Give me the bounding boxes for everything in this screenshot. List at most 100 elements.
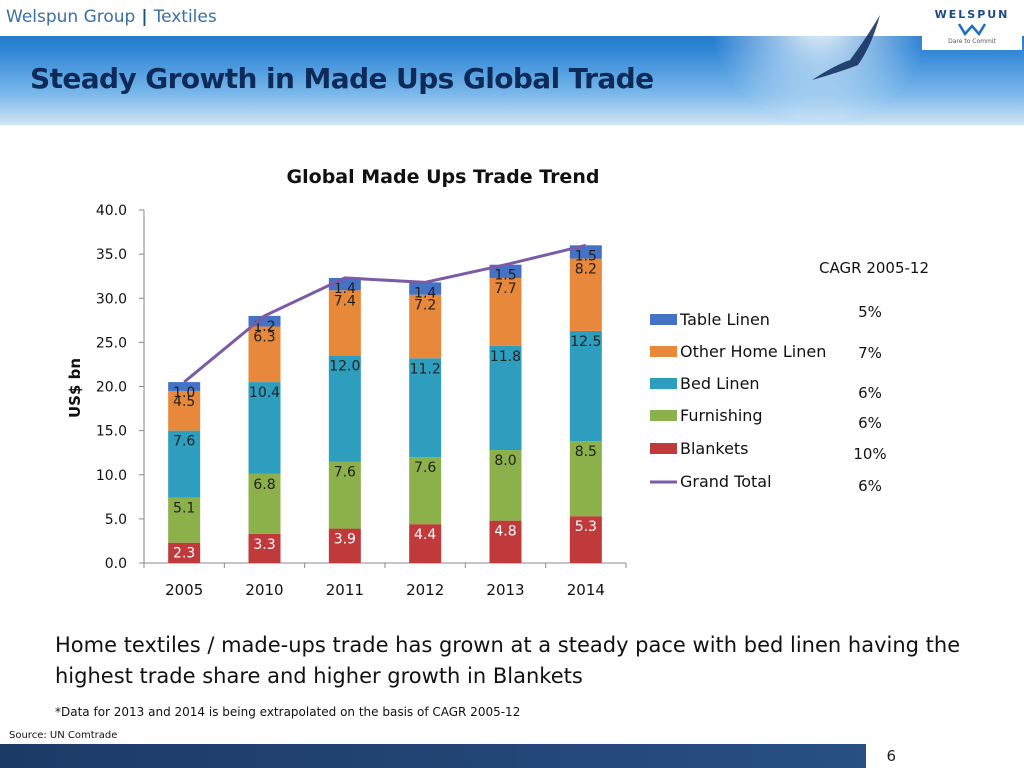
bar-segment-blankets bbox=[409, 524, 442, 563]
data-label-blankets: 4.8 bbox=[494, 524, 516, 540]
data-label-bed_linen: 7.6 bbox=[173, 434, 195, 450]
bar-segment-table_linen bbox=[409, 282, 442, 295]
footnote: *Data for 2013 and 2014 is being extrapo… bbox=[55, 705, 521, 719]
grand-total-line-group bbox=[183, 243, 587, 384]
data-label-furnishing: 8.0 bbox=[494, 453, 516, 469]
bar-segment-blankets bbox=[569, 516, 602, 563]
cagr-value-other_home_linen: 7% bbox=[858, 344, 882, 362]
bar-segment-other_home_linen bbox=[168, 390, 201, 431]
cagr-value-grand_total: 6% bbox=[858, 477, 882, 495]
top-bar: Welspun Group | Textiles bbox=[0, 0, 1024, 36]
bar-segment-other_home_linen bbox=[489, 277, 522, 346]
data-label-table_linen: 1.4 bbox=[334, 281, 356, 297]
logo-wordmark: WELSPUN bbox=[934, 8, 1010, 21]
summary-text: Home textiles / made-ups trade has grown… bbox=[55, 633, 961, 688]
bar-segment-bed_linen bbox=[248, 382, 281, 474]
data-label-furnishing: 7.6 bbox=[414, 460, 436, 476]
data-label-furnishing: 6.8 bbox=[253, 477, 275, 493]
bar-segment-bed_linen bbox=[569, 330, 602, 442]
legend-swatch-other_home_linen bbox=[650, 346, 677, 357]
bar-segment-furnishing bbox=[328, 461, 361, 529]
breadcrumb: Welspun Group | Textiles bbox=[6, 7, 217, 27]
bar-segment-other_home_linen bbox=[328, 290, 361, 356]
data-label-table_linen: 1.0 bbox=[173, 385, 195, 401]
bar-segment-other_home_linen bbox=[248, 326, 281, 383]
logo-tagline: Dare to Commit bbox=[948, 38, 996, 45]
x-tick-label: 2011 bbox=[326, 581, 364, 599]
page-title: Steady Growth in Made Ups Global Trade bbox=[30, 62, 654, 95]
bar-segment-furnishing bbox=[569, 441, 602, 517]
slide-header: Welspun Group | Textiles WELSPUN Dare to C… bbox=[0, 0, 1024, 125]
y-tick-label: 0.0 bbox=[105, 556, 127, 572]
y-axis-label: US$ bn bbox=[66, 358, 84, 418]
data-label-furnishing: 7.6 bbox=[334, 465, 356, 481]
bar-segment-furnishing bbox=[168, 497, 201, 543]
data-label-bed_linen: 12.5 bbox=[570, 334, 601, 350]
bar-segment-bed_linen bbox=[168, 430, 201, 498]
logo-mark-icon bbox=[958, 23, 986, 36]
data-label-blankets: 3.3 bbox=[253, 537, 275, 553]
data-label-other_home_linen: 7.2 bbox=[414, 298, 436, 314]
y-tick-label: 5.0 bbox=[105, 512, 127, 528]
data-label-other_home_linen: 4.5 bbox=[173, 394, 195, 410]
legend-label-blankets: Blankets bbox=[680, 439, 749, 458]
x-tick-label: 2005 bbox=[165, 581, 203, 599]
data-label-bed_linen: 10.4 bbox=[249, 385, 280, 401]
stacked-bar-chart: Global Made Ups Trade Trend US$ bn 0.0 5.… bbox=[66, 166, 929, 599]
cagr-value-furnishing: 6% bbox=[858, 414, 882, 432]
bar-segment-bed_linen bbox=[489, 345, 522, 451]
bar-segment-table_linen bbox=[248, 315, 281, 327]
page-number-box bbox=[866, 744, 1024, 768]
bar-segment-other_home_linen bbox=[569, 258, 602, 331]
bar-segment-furnishing bbox=[248, 473, 281, 534]
y-tick-label: 35.0 bbox=[96, 247, 127, 263]
grand-total-line bbox=[183, 243, 587, 384]
y-tick-label: 10.0 bbox=[96, 468, 127, 484]
x-tick-label: 2010 bbox=[245, 581, 283, 599]
data-label-other_home_linen: 7.7 bbox=[494, 281, 516, 297]
legend-swatch-table_linen bbox=[650, 314, 677, 325]
seagull-icon bbox=[812, 15, 880, 80]
x-tick-label: 2014 bbox=[567, 581, 605, 599]
cagr-header: CAGR 2005-12 bbox=[819, 259, 929, 277]
breadcrumb-separator: | bbox=[141, 7, 148, 27]
chart-axes: 0.0 5.0 10.0 15.0 20.0 25.0 30.0 35.0 40.0 2005 20… bbox=[96, 203, 627, 599]
y-tick-label: 15.0 bbox=[96, 424, 127, 440]
bar-segment-furnishing bbox=[489, 450, 522, 521]
y-tick-label: 20.0 bbox=[96, 380, 127, 396]
cagr-value-bed_linen: 6% bbox=[858, 384, 882, 402]
legend-label-table_linen: Table Linen bbox=[679, 310, 770, 329]
data-label-furnishing: 8.5 bbox=[575, 444, 597, 460]
cagr-value-blankets: 10% bbox=[853, 445, 886, 463]
bar-segment-blankets bbox=[328, 528, 361, 563]
legend-swatch-furnishing bbox=[650, 410, 677, 421]
group-name: Welspun Group bbox=[6, 7, 136, 27]
data-label-other_home_linen: 7.4 bbox=[334, 293, 356, 309]
welspun-logo: WELSPUN Dare to Commit bbox=[922, 2, 1022, 50]
bar-segment-blankets bbox=[489, 520, 522, 563]
data-label-table_linen: 1.4 bbox=[414, 285, 436, 301]
data-label-table_linen: 1.5 bbox=[494, 268, 516, 284]
data-label-blankets: 4.4 bbox=[414, 527, 436, 543]
data-label-blankets: 5.3 bbox=[575, 519, 597, 535]
chart-legend: CAGR 2005-12 Table Linen 5% Other Home Line… bbox=[650, 259, 929, 495]
x-tick-label: 2013 bbox=[486, 581, 524, 599]
y-tick-label: 40.0 bbox=[96, 203, 127, 219]
bar-segment-table_linen bbox=[168, 382, 201, 391]
bar-segment-table_linen bbox=[489, 264, 522, 278]
data-label-table_linen: 1.2 bbox=[253, 319, 275, 335]
section-name: Textiles bbox=[153, 7, 217, 27]
chart-title: Global Made Ups Trade Trend bbox=[287, 166, 600, 188]
bar-segment-bed_linen bbox=[409, 358, 442, 458]
legend-label-grand_total: Grand Total bbox=[680, 472, 772, 491]
legend-swatch-blankets bbox=[650, 443, 677, 454]
bar-segment-furnishing bbox=[409, 457, 442, 525]
page-number: 6 bbox=[886, 747, 896, 765]
data-label-blankets: 3.9 bbox=[334, 532, 356, 548]
data-label-bed_linen: 11.2 bbox=[410, 361, 441, 377]
legend-label-other_home_linen: Other Home Linen bbox=[680, 342, 826, 361]
data-label-bed_linen: 11.8 bbox=[490, 349, 521, 365]
y-tick-label: 30.0 bbox=[96, 291, 127, 307]
y-tick-label: 25.0 bbox=[96, 335, 127, 351]
chart-bars: 2.3 3.3 3.9 4.4 4.8 5.3 5.1 6.8 7.6 7.6 8.0 8.5 7.6 1… bbox=[168, 245, 602, 563]
